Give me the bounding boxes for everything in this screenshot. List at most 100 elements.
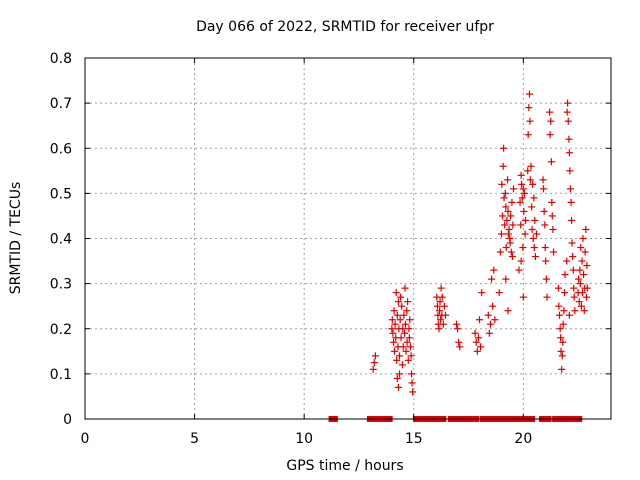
data-point-plus [500, 194, 508, 202]
data-point-plus [526, 176, 534, 184]
data-point-plus [404, 356, 412, 364]
data-point-plus [401, 329, 409, 337]
data-point-plus [529, 180, 537, 188]
data-point-plus [531, 216, 539, 224]
data-point-plus [564, 117, 572, 125]
data-point-plus [529, 235, 537, 242]
data-point-plus [517, 257, 525, 265]
data-point-plus [555, 302, 563, 310]
y-tick-label: 0.8 [50, 51, 72, 67]
data-point-plus [486, 320, 494, 328]
data-point-plus [583, 284, 591, 292]
data-point-plus [484, 311, 492, 319]
data-point-plus [561, 271, 569, 279]
data-point-plus [507, 212, 515, 220]
data-point-plus [401, 284, 409, 292]
data-point-plus [407, 352, 415, 360]
data-point-plus [576, 280, 584, 288]
data-point-plus [548, 212, 556, 220]
data-point-plus [490, 266, 498, 274]
data-point-plus [518, 180, 526, 188]
data-point-plus [522, 216, 530, 224]
data-point-plus [488, 275, 496, 283]
data-point-plus [408, 370, 416, 378]
data-point-plus [516, 198, 524, 206]
data-point-plus [515, 266, 523, 274]
data-point-plus [568, 216, 576, 224]
data-point-plus [502, 275, 510, 283]
data-point-plus [556, 325, 564, 333]
data-point-plus [456, 343, 464, 351]
data-point-plus [390, 307, 398, 315]
data-point-plus [406, 316, 414, 324]
x-axis-label: GPS time / hours [286, 458, 403, 474]
data-point-plus [476, 316, 483, 324]
axis-ticks [84, 57, 611, 420]
data-point-plus [509, 221, 517, 229]
data-point-plus [582, 293, 590, 301]
data-point-plus [473, 347, 481, 355]
data-point-plus [438, 293, 446, 301]
data-point-plus [580, 271, 588, 279]
data-point-plus [439, 320, 447, 328]
x-tick-label: 20 [514, 431, 532, 447]
data-point-plus [520, 207, 528, 215]
data-point-plus [369, 365, 377, 373]
y-tick-label: 0.2 [50, 322, 72, 338]
data-point-plus [371, 352, 379, 360]
data-point-plus [524, 131, 532, 139]
y-tick-label: 0.1 [50, 367, 72, 383]
y-tick-label: 0.4 [50, 232, 72, 248]
data-point-plus [528, 203, 536, 211]
data-point-plus [549, 225, 557, 233]
data-point-plus [496, 248, 504, 256]
data-point-plus [398, 361, 406, 369]
data-point-plus [565, 311, 573, 319]
data-point-plus [472, 338, 480, 346]
data-point-plus [557, 347, 565, 355]
data-point-plus [437, 284, 445, 292]
data-point-plus [435, 325, 443, 333]
data-point-plus [566, 167, 574, 175]
data-point-plus [577, 244, 585, 252]
data-point-plus [525, 104, 533, 112]
data-point-plus [388, 325, 396, 333]
data-point-plus [579, 235, 587, 242]
data-point-plus [403, 307, 411, 315]
data-point-plus [505, 225, 513, 233]
data-point-plus [501, 221, 509, 229]
data-point-plus [402, 347, 410, 355]
data-point-plus [517, 171, 525, 179]
data-point-plus [370, 359, 378, 367]
data-point-plus [566, 185, 574, 193]
data-point-plus [388, 316, 396, 324]
data-point-plus [504, 307, 512, 315]
data-point-plus [392, 289, 400, 297]
data-point-plus [554, 284, 562, 292]
data-point-plus [542, 275, 550, 283]
data-point-plus [541, 244, 549, 252]
data-point-plus [400, 311, 408, 319]
data-point-plus [532, 230, 540, 238]
data-point-plus [575, 298, 583, 306]
data-point-plus [393, 311, 401, 319]
data-point-plus [397, 334, 405, 342]
data-point-plus [499, 162, 507, 170]
data-point-plus [565, 135, 573, 143]
data-point-plus [394, 298, 402, 306]
data-point-plus [570, 293, 578, 301]
data-point-plus [433, 302, 441, 310]
data-point-plus [502, 244, 510, 252]
data-point-plus [583, 262, 591, 270]
data-point-plus [539, 185, 547, 193]
x-tick-label: 0 [81, 431, 90, 447]
data-point-plus [548, 198, 556, 206]
data-point-plus [542, 257, 550, 265]
data-point-plus [540, 207, 548, 215]
data-point-plus [436, 298, 444, 306]
data-point-plus [506, 239, 514, 247]
data-point-plus [569, 253, 577, 261]
data-point-plus [390, 338, 398, 346]
data-point-plus [563, 257, 571, 265]
data-point-plus [520, 189, 528, 197]
